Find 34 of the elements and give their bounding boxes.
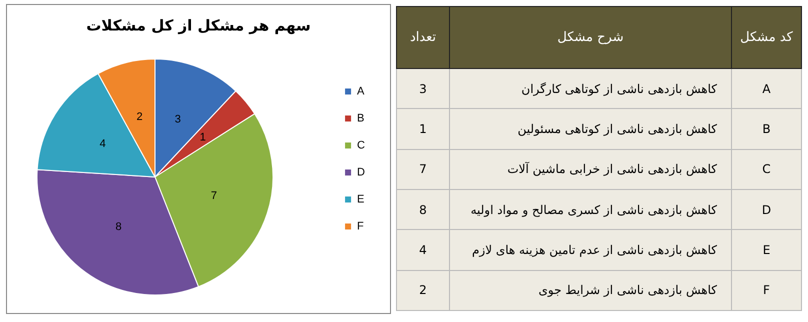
legend-label: B bbox=[357, 112, 364, 124]
data-label: 2 bbox=[396, 270, 450, 310]
data-label: 2 bbox=[136, 110, 143, 123]
text: تعداد bbox=[396, 6, 450, 68]
category-label: D bbox=[732, 189, 802, 230]
category-label: A bbox=[732, 68, 802, 109]
text: کاهش بازدهی ناشی از کوتاهی مسئولین bbox=[450, 108, 732, 150]
legend-label: C bbox=[357, 140, 366, 152]
data-label: 3 bbox=[396, 68, 450, 109]
data-label: 7 bbox=[210, 190, 218, 202]
text: کاهش بازدهی ناشی از کوتاهی کارگران bbox=[450, 68, 732, 109]
data-label: 8 bbox=[115, 221, 122, 234]
data-label: 1 bbox=[200, 131, 206, 144]
text: شرح مشکل bbox=[450, 6, 732, 68]
category-label: F bbox=[732, 270, 802, 310]
legend-label: D bbox=[357, 166, 366, 178]
data-label: 7 bbox=[396, 149, 450, 190]
data-label: 4 bbox=[100, 138, 106, 150]
text: کاهش بازدهی ناشی از خرابی ماشین آلات bbox=[450, 149, 732, 190]
data-label: 1 bbox=[396, 108, 450, 150]
legend-label: E bbox=[357, 194, 364, 206]
legend-label: F bbox=[357, 220, 364, 232]
category-label: E bbox=[732, 230, 802, 270]
legend-label: A bbox=[357, 86, 366, 98]
category-label: B bbox=[732, 108, 802, 150]
data-label: 8 bbox=[396, 189, 450, 230]
text: کد مشکل bbox=[732, 6, 802, 68]
data-label: 3 bbox=[174, 113, 181, 126]
chart-title: سهم هر مشکل از کل مشکلات bbox=[86, 16, 311, 34]
text: کاهش بازدهی ناشی از شرایط جوی bbox=[450, 270, 732, 310]
text: کاهش بازدهی ناشی از کسری مصالح و مواد اولیه bbox=[450, 189, 732, 230]
data-label: 4 bbox=[396, 230, 450, 270]
category-label: C bbox=[732, 149, 802, 190]
text: کاهش بازدهی ناشی از عدم تامین هزینه های لازم bbox=[450, 230, 732, 270]
